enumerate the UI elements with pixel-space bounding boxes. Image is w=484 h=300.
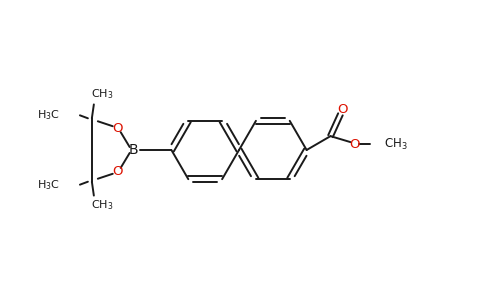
Text: H$_3$C: H$_3$C <box>37 108 60 122</box>
Text: O: O <box>112 122 123 135</box>
Text: CH$_3$: CH$_3$ <box>91 199 113 212</box>
Text: H$_3$C: H$_3$C <box>37 178 60 192</box>
Text: O: O <box>337 103 348 116</box>
Text: O: O <box>349 138 360 151</box>
Text: B: B <box>129 143 138 157</box>
Text: O: O <box>112 165 123 178</box>
Text: CH$_3$: CH$_3$ <box>384 136 408 152</box>
Text: CH$_3$: CH$_3$ <box>91 88 113 101</box>
